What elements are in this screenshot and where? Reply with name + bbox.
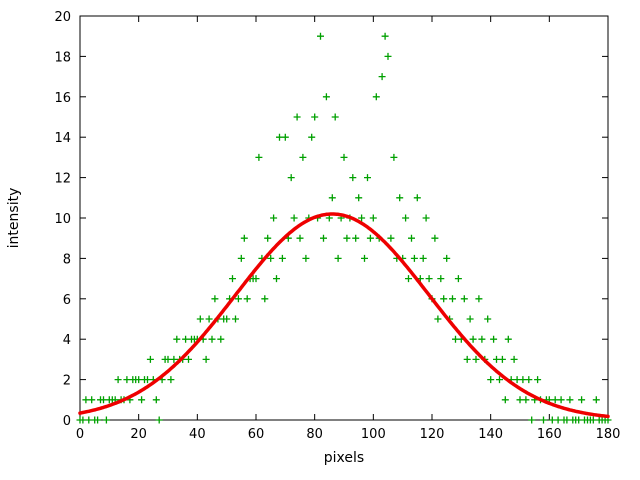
- scatter-series: [76, 32, 612, 424]
- y-tick-label: 2: [63, 374, 71, 389]
- x-tick-label: 40: [189, 427, 206, 442]
- y-tick-label: 12: [54, 172, 71, 187]
- fit-curve: [78, 212, 610, 419]
- y-tick-label: 18: [54, 50, 71, 65]
- x-tick-label: 60: [248, 427, 265, 442]
- y-tick-label: 4: [63, 333, 71, 348]
- y-tick-label: 8: [63, 252, 71, 267]
- y-axis-label: intensity: [6, 188, 22, 249]
- y-tick-label: 6: [63, 293, 71, 308]
- x-tick-label: 20: [130, 427, 147, 442]
- x-tick-label: 140: [478, 427, 503, 442]
- gaussian-fit-line: [78, 212, 610, 419]
- x-tick-label: 120: [420, 427, 445, 442]
- scatter-plus-markers: [76, 32, 612, 424]
- x-tick-label: 80: [306, 427, 323, 442]
- y-tick-label: 10: [54, 212, 71, 227]
- x-tick-labels: 0 20 40 60 80 100 120 140 160 180: [76, 427, 621, 442]
- y-tick-label: 14: [54, 131, 71, 146]
- x-tick-label: 160: [537, 427, 562, 442]
- y-tick-labels: 0 2 4 6 8 10 12 14 16 18 20: [54, 10, 71, 429]
- x-tick-label: 0: [76, 427, 84, 442]
- x-tick-label: 100: [361, 427, 386, 442]
- y-tick-label: 20: [54, 10, 71, 25]
- x-axis-label: pixels: [324, 450, 364, 466]
- y-tick-label: 0: [63, 414, 71, 429]
- x-tick-label: 180: [596, 427, 621, 442]
- y-tick-label: 16: [54, 91, 71, 106]
